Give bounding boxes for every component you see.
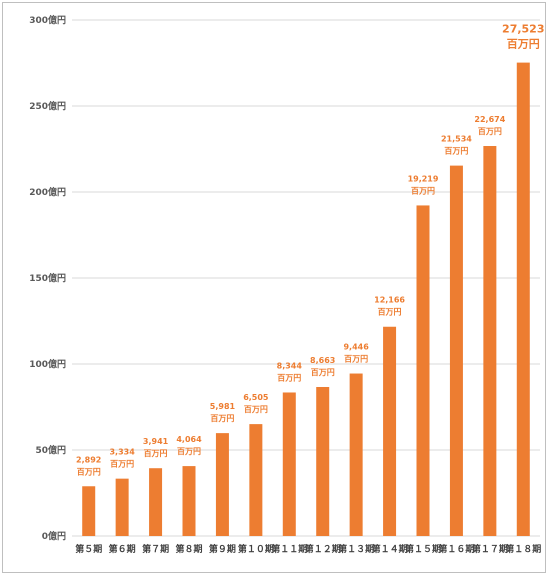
data-label-unit: 百万円 <box>177 447 201 456</box>
data-label-unit: 百万円 <box>144 449 168 458</box>
x-category-label: 第６期 <box>109 543 136 555</box>
bar <box>483 146 497 536</box>
y-axis-ticks: 0億円 50億円 100億円 150億円 200億円 250億円 300億円 <box>29 14 66 542</box>
bar <box>249 424 263 536</box>
y-tick-label: 250億円 <box>29 100 66 112</box>
x-category-label: 第１４期 <box>372 543 408 555</box>
data-label-value: 5,981 <box>210 402 236 411</box>
y-tick-label: 300億円 <box>29 14 66 26</box>
data-label-unit: 百万円 <box>311 368 335 377</box>
data-label-unit: 百万円 <box>507 38 540 51</box>
data-label-unit: 百万円 <box>378 308 402 317</box>
bar <box>416 205 430 536</box>
data-label-value: 27,523 <box>502 23 544 36</box>
bar <box>516 62 530 536</box>
bar <box>449 165 463 536</box>
data-label-value: 8,663 <box>310 356 335 365</box>
data-label-unit: 百万円 <box>411 186 435 195</box>
x-axis-categories: 第５期 第６期 第７期 第８期 第９期 第１０期第１１期第１２期第１３期第１４期第１５期第… <box>75 543 541 555</box>
y-tick-label: 0億円 <box>42 530 66 542</box>
bar <box>82 486 96 536</box>
x-category-label: 第１６期 <box>438 543 474 555</box>
bar <box>215 433 229 536</box>
data-label-unit: 百万円 <box>344 355 368 364</box>
x-category-label: 第１２期 <box>305 543 341 555</box>
x-category-label: 第１０期 <box>238 543 274 555</box>
y-tick-label: 150億円 <box>29 272 66 284</box>
bar <box>349 373 363 536</box>
data-label-unit: 百万円 <box>77 467 101 476</box>
y-tick-label: 50億円 <box>35 444 66 456</box>
data-label-value: 3,334 <box>109 448 135 457</box>
data-label-value: 8,344 <box>277 361 303 370</box>
x-category-label: 第１３期 <box>338 543 374 555</box>
data-label-value: 3,941 <box>143 437 169 446</box>
bar <box>149 468 163 536</box>
data-label-unit: 百万円 <box>277 373 301 382</box>
data-label-value: 4,064 <box>176 435 202 444</box>
bar <box>282 392 296 536</box>
x-category-label: 第１７期 <box>472 543 508 555</box>
x-category-label: 第５期 <box>75 543 102 555</box>
data-label-unit: 百万円 <box>444 147 468 156</box>
data-labels: 2,892 百万円 3,334 百万円 3,941 百万円 4,064 百万円 5,981 百万円… <box>76 23 544 477</box>
bars <box>82 62 530 536</box>
x-category-label: 第１１期 <box>271 543 307 555</box>
x-category-label: 第９期 <box>209 543 236 555</box>
bar <box>115 478 129 536</box>
x-category-label: 第７期 <box>142 543 169 555</box>
y-tick-label: 100億円 <box>29 358 66 370</box>
data-label-value: 2,892 <box>76 455 101 464</box>
data-label-unit: 百万円 <box>210 414 234 423</box>
data-label-value: 21,534 <box>441 135 472 144</box>
x-category-label: 第８期 <box>175 543 202 555</box>
data-label-unit: 百万円 <box>110 460 134 469</box>
data-label-unit: 百万円 <box>478 127 502 136</box>
bar <box>182 466 196 536</box>
y-tick-label: 200億円 <box>29 186 66 198</box>
x-category-label: 第１５期 <box>405 543 441 555</box>
bar <box>316 386 330 536</box>
data-label-value: 9,446 <box>343 343 369 352</box>
data-label-value: 12,166 <box>374 296 405 305</box>
data-label-value: 22,674 <box>474 115 505 124</box>
gridlines <box>72 19 540 537</box>
x-category-label: 第１８期 <box>505 543 541 555</box>
data-label-value: 6,505 <box>243 393 269 402</box>
data-label-unit: 百万円 <box>244 405 268 414</box>
data-label-value: 19,219 <box>408 174 439 183</box>
bar <box>383 326 397 536</box>
